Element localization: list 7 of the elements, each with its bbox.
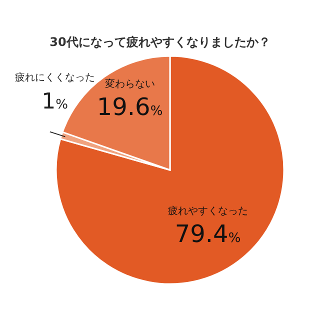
data-label: 1% (42, 89, 68, 114)
data-label: 79.4% (174, 220, 241, 248)
slice-label: 変わらない (104, 78, 155, 90)
chart-title: 30代になって疲れやすくなりましたか？ (50, 35, 270, 49)
data-label: 19.6% (96, 92, 163, 121)
slice-label: 疲れやすくなった (168, 205, 248, 218)
slice-label: 疲れにくくなった (14, 71, 95, 84)
